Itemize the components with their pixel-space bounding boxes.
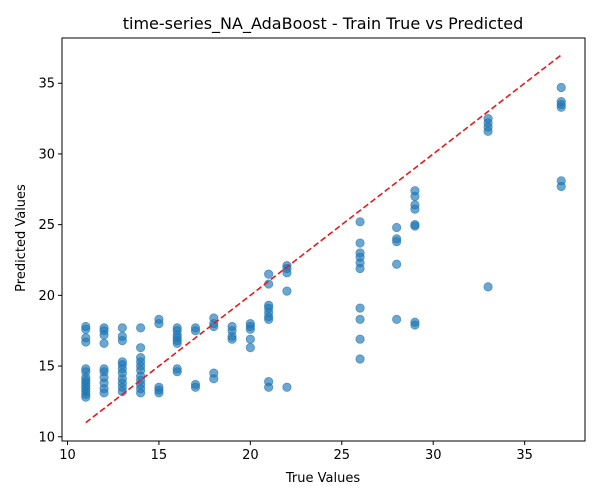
data-point	[245, 343, 255, 353]
x-axis-label: True Values	[285, 471, 360, 486]
x-tick-label: 35	[516, 448, 533, 463]
y-tick-label: 25	[38, 218, 55, 233]
data-point	[355, 334, 365, 344]
x-tick-label: 25	[334, 448, 351, 463]
data-point	[392, 234, 402, 244]
data-point	[556, 82, 566, 93]
data-point	[392, 314, 402, 324]
x-tick-label: 15	[151, 448, 168, 463]
data-point	[99, 338, 109, 349]
data-point	[117, 331, 127, 341]
data-point	[154, 314, 164, 324]
chart-title: time-series_NA_AdaBoost - Train True vs …	[123, 14, 524, 34]
data-point	[264, 377, 274, 387]
y-axis-ticks: 10 15 20 25 30 35	[38, 77, 62, 445]
data-point	[99, 364, 109, 374]
data-point	[410, 317, 420, 327]
reference-line-layer	[85, 54, 562, 424]
data-point	[282, 286, 292, 296]
data-point	[81, 364, 91, 374]
data-point	[410, 186, 420, 196]
data-point	[282, 382, 292, 392]
x-axis-ticks: 10 15 20 25 30 35	[59, 441, 533, 463]
x-tick-label: 20	[242, 448, 259, 463]
data-point	[117, 357, 127, 367]
data-point	[355, 238, 365, 248]
data-point	[392, 222, 402, 233]
data-point	[355, 248, 365, 258]
data-point	[245, 319, 255, 329]
y-tick-label: 35	[38, 77, 55, 92]
data-point	[556, 176, 566, 186]
data-point	[355, 217, 365, 227]
data-point	[190, 379, 201, 390]
points-layer	[81, 82, 566, 402]
data-point	[154, 382, 164, 392]
data-point	[410, 200, 420, 210]
data-point	[556, 97, 566, 107]
reference-line	[85, 54, 562, 424]
y-tick-label: 30	[38, 147, 55, 162]
y-axis-label: Predicted Values	[14, 184, 29, 292]
y-tick-label: 20	[38, 289, 55, 304]
data-point	[392, 259, 402, 269]
data-point	[81, 321, 91, 332]
data-point	[136, 323, 146, 333]
y-tick-label: 10	[38, 430, 55, 445]
data-point	[172, 323, 182, 333]
data-point	[209, 368, 219, 378]
x-tick-label: 30	[425, 448, 442, 463]
data-point	[483, 282, 493, 292]
data-point	[410, 220, 420, 230]
data-point	[227, 321, 237, 332]
data-point	[172, 364, 182, 374]
data-point	[355, 314, 365, 324]
data-point	[99, 323, 109, 333]
data-point	[209, 313, 219, 323]
data-point	[190, 323, 201, 333]
data-point	[483, 114, 493, 124]
data-point	[264, 269, 274, 279]
y-tick-label: 15	[38, 360, 55, 375]
data-point	[117, 323, 127, 333]
data-point	[81, 333, 91, 343]
plot-frame	[61, 37, 586, 442]
data-point	[355, 303, 365, 313]
x-tick-label: 10	[59, 448, 76, 463]
data-point	[136, 343, 146, 353]
data-point	[264, 300, 274, 310]
data-point	[245, 334, 255, 344]
data-point	[355, 354, 365, 364]
data-point	[136, 352, 146, 363]
